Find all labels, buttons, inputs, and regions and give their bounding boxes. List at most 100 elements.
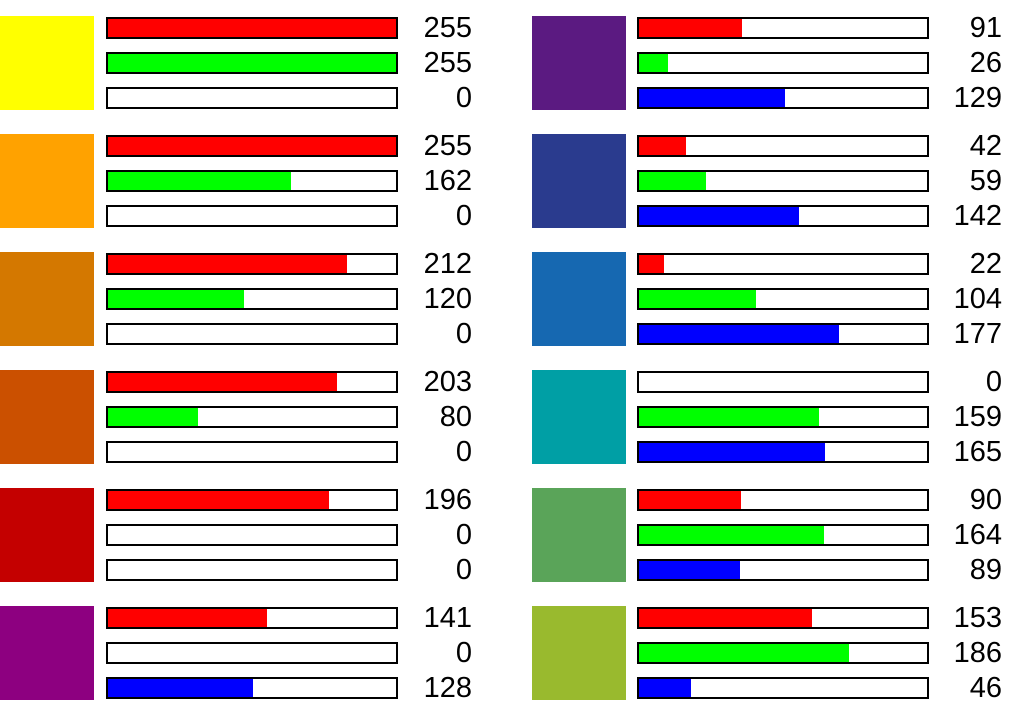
green-channel-value-label: 186	[953, 637, 1002, 669]
red-channel-value-label: 212	[423, 248, 472, 280]
red-channel-bar	[108, 137, 396, 155]
color-swatch	[0, 134, 94, 228]
red-channel-bar-track	[106, 253, 398, 275]
blue-channel-bar	[639, 89, 785, 107]
green-channel-bar	[639, 54, 668, 72]
green-channel-bar-track	[106, 288, 398, 310]
red-channel-bar-track	[637, 371, 929, 393]
red-channel-bar	[108, 609, 267, 627]
color-swatch	[532, 16, 626, 110]
blue-channel-bar	[108, 679, 253, 697]
red-channel-value-label: 196	[423, 484, 472, 516]
green-channel-bar-track	[106, 406, 398, 428]
green-channel-value-label: 255	[423, 47, 472, 79]
blue-channel-value-label: 0	[455, 554, 472, 586]
blue-channel-bar-track	[637, 323, 929, 345]
red-channel-bar	[639, 609, 812, 627]
red-channel-value-label: 42	[969, 130, 1002, 162]
green-channel-bar-track	[637, 170, 929, 192]
green-channel-bar-track	[106, 524, 398, 546]
blue-channel-bar	[639, 679, 691, 697]
green-channel-value-label: 59	[969, 165, 1002, 197]
red-channel-bar	[108, 491, 329, 509]
blue-channel-value-label: 0	[455, 436, 472, 468]
green-channel-bar	[639, 408, 819, 426]
blue-channel-value-label: 0	[455, 200, 472, 232]
red-channel-bar-track	[106, 17, 398, 39]
blue-channel-value-label: 165	[953, 436, 1002, 468]
red-channel-bar	[639, 137, 686, 155]
green-channel-value-label: 159	[953, 401, 1002, 433]
blue-channel-bar	[639, 443, 825, 461]
green-channel-value-label: 162	[423, 165, 472, 197]
green-channel-bar	[639, 172, 706, 190]
green-channel-bar	[108, 408, 198, 426]
red-channel-value-label: 90	[969, 484, 1002, 516]
green-channel-bar-track	[106, 642, 398, 664]
color-swatch	[0, 370, 94, 464]
color-swatch	[0, 16, 94, 110]
green-channel-bar	[108, 172, 291, 190]
green-channel-bar-track	[106, 52, 398, 74]
blue-channel-bar	[639, 325, 839, 343]
blue-channel-bar-track	[637, 559, 929, 581]
green-channel-bar-track	[637, 52, 929, 74]
blue-channel-value-label: 0	[455, 318, 472, 350]
green-channel-bar	[639, 644, 849, 662]
green-channel-value-label: 120	[423, 283, 472, 315]
red-channel-value-label: 22	[969, 248, 1002, 280]
green-channel-bar	[108, 290, 244, 308]
green-channel-bar-track	[106, 170, 398, 192]
blue-channel-bar	[639, 207, 799, 225]
red-channel-bar	[639, 255, 664, 273]
green-channel-bar-track	[637, 524, 929, 546]
red-channel-bar-track	[637, 17, 929, 39]
green-channel-bar-track	[637, 288, 929, 310]
blue-channel-bar-track	[637, 205, 929, 227]
blue-channel-bar-track	[106, 87, 398, 109]
blue-channel-value-label: 142	[953, 200, 1002, 232]
red-channel-bar-track	[637, 135, 929, 157]
blue-channel-bar-track	[637, 87, 929, 109]
blue-channel-value-label: 128	[423, 672, 472, 704]
red-channel-bar-track	[106, 371, 398, 393]
green-channel-bar	[639, 526, 824, 544]
color-swatch	[532, 252, 626, 346]
red-channel-bar-track	[106, 489, 398, 511]
blue-channel-value-label: 177	[953, 318, 1002, 350]
blue-channel-bar-track	[106, 441, 398, 463]
color-swatch	[0, 488, 94, 582]
red-channel-bar	[108, 373, 337, 391]
green-channel-value-label: 104	[953, 283, 1002, 315]
blue-channel-value-label: 46	[969, 672, 1002, 704]
red-channel-bar	[639, 491, 741, 509]
blue-channel-bar-track	[106, 559, 398, 581]
red-channel-bar	[108, 255, 347, 273]
green-channel-bar-track	[637, 642, 929, 664]
blue-channel-bar-track	[106, 205, 398, 227]
blue-channel-bar	[639, 561, 740, 579]
blue-channel-bar-track	[106, 677, 398, 699]
green-channel-bar	[639, 290, 756, 308]
red-channel-bar-track	[637, 253, 929, 275]
color-swatch	[0, 252, 94, 346]
red-channel-bar-track	[637, 607, 929, 629]
blue-channel-value-label: 0	[455, 82, 472, 114]
blue-channel-bar-track	[106, 323, 398, 345]
blue-channel-value-label: 129	[953, 82, 1002, 114]
red-channel-value-label: 255	[423, 12, 472, 44]
red-channel-bar-track	[106, 135, 398, 157]
red-channel-value-label: 203	[423, 366, 472, 398]
red-channel-bar	[639, 19, 742, 37]
red-channel-value-label: 255	[423, 130, 472, 162]
green-channel-bar-track	[637, 406, 929, 428]
red-channel-bar-track	[106, 607, 398, 629]
red-channel-bar-track	[637, 489, 929, 511]
color-swatch	[532, 134, 626, 228]
blue-channel-bar-track	[637, 441, 929, 463]
green-channel-value-label: 26	[969, 47, 1002, 79]
blue-channel-bar-track	[637, 677, 929, 699]
color-swatch	[532, 370, 626, 464]
color-swatch	[532, 488, 626, 582]
